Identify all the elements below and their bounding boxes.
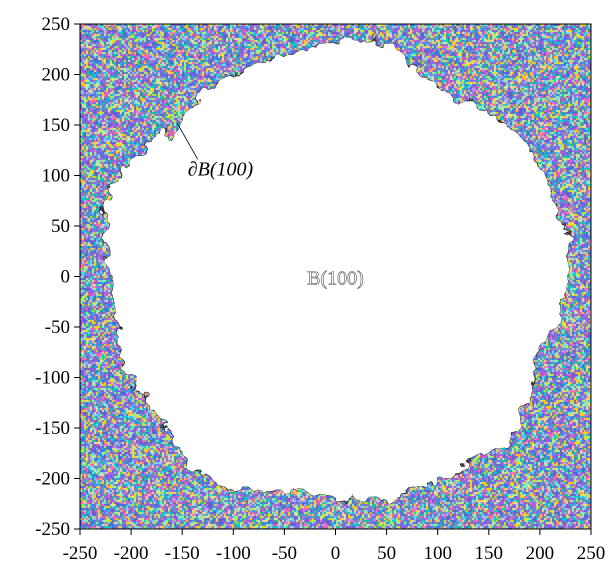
x-tick-label: -50 xyxy=(272,543,297,564)
x-tick-label: -200 xyxy=(114,543,149,564)
y-tick-label: 200 xyxy=(42,65,71,86)
x-axis: -250 -200 -150 -100 -50 0 50 100 150 200 250 xyxy=(63,529,606,564)
x-tick-label: -250 xyxy=(63,543,98,564)
x-tick-label: 0 xyxy=(331,543,341,564)
y-tick-label: 250 xyxy=(42,14,71,35)
x-tick-label: 50 xyxy=(377,543,396,564)
y-tick-label: 50 xyxy=(51,216,70,237)
x-tick-label: 150 xyxy=(475,543,504,564)
y-tick-label: 150 xyxy=(42,115,71,136)
x-tick-label: 100 xyxy=(423,543,452,564)
boundary-annotation: ∂B(100) xyxy=(188,158,254,180)
y-tick-label: -150 xyxy=(35,418,70,439)
region-annotation: B(100) xyxy=(307,268,364,290)
y-tick-label: -250 xyxy=(35,519,70,540)
y-tick-label: -100 xyxy=(35,368,70,389)
boundary-pointer-line xyxy=(176,122,199,160)
x-tick-label: -150 xyxy=(165,543,200,564)
x-tick-label: 250 xyxy=(577,543,606,564)
y-tick-label: -50 xyxy=(45,317,70,338)
x-tick-label: 200 xyxy=(526,543,555,564)
cluster-region xyxy=(102,40,572,501)
y-tick-label: -200 xyxy=(35,469,70,490)
y-tick-label: 0 xyxy=(61,267,71,288)
y-axis: 250 200 150 100 50 0 -50 -100 -150 -200 -250 xyxy=(35,14,80,540)
y-tick-label: 100 xyxy=(42,166,71,187)
x-tick-label: -100 xyxy=(216,543,251,564)
plot-area xyxy=(80,24,591,529)
